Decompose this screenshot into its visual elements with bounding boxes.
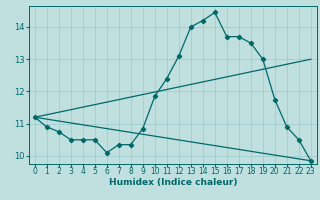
X-axis label: Humidex (Indice chaleur): Humidex (Indice chaleur) <box>108 178 237 187</box>
